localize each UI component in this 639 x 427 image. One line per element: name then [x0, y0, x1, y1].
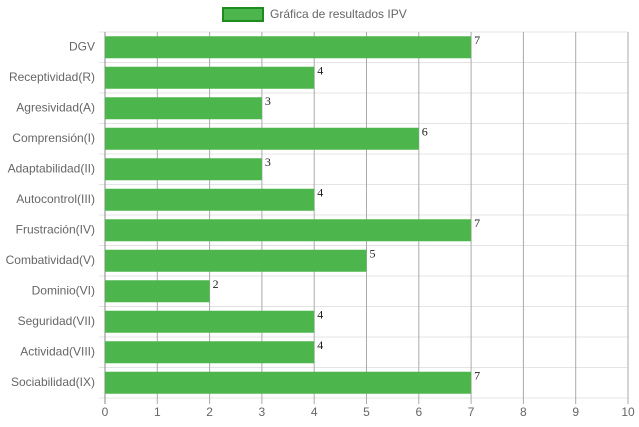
value-label: 2 [213, 277, 219, 291]
value-label: 6 [422, 125, 428, 139]
value-label: 4 [317, 186, 323, 200]
bar [105, 36, 472, 59]
y-tick-label: Agresividad(A) [16, 100, 95, 114]
value-label: 7 [474, 216, 480, 230]
value-label: 7 [474, 33, 480, 47]
bar [105, 66, 315, 89]
y-tick-label: Seguridad(VII) [18, 314, 95, 328]
bar [105, 97, 262, 120]
value-label: 3 [265, 94, 271, 108]
bar [105, 158, 262, 181]
x-tick-label: 7 [468, 405, 475, 419]
y-tick-label: Sociabilidad(IX) [11, 375, 95, 389]
y-tick-label: Adaptabilidad(II) [8, 161, 95, 175]
bar [105, 310, 315, 333]
x-tick-label: 4 [311, 405, 318, 419]
value-label: 4 [317, 64, 323, 78]
bar [105, 127, 419, 150]
value-label: 5 [370, 247, 376, 261]
y-tick-label: Combatividad(V) [6, 253, 95, 267]
legend-swatch [222, 7, 264, 22]
x-tick-label: 9 [572, 405, 579, 419]
value-label: 7 [474, 369, 480, 383]
x-tick-label: 8 [520, 405, 527, 419]
x-tick-label: 0 [102, 405, 109, 419]
y-tick-label: Frustración(IV) [16, 222, 95, 236]
y-tick-label: Dominio(VI) [32, 283, 95, 297]
value-label: 4 [317, 338, 323, 352]
bar [105, 371, 472, 394]
bar [105, 188, 315, 211]
x-tick-label: 3 [259, 405, 266, 419]
x-tick-label: 5 [363, 405, 370, 419]
value-label: 4 [317, 308, 323, 322]
y-tick-label: DGV [69, 39, 95, 53]
bar [105, 341, 315, 364]
bar [105, 219, 472, 242]
bar [105, 280, 210, 303]
value-label: 3 [265, 155, 271, 169]
x-tick-label: 1 [154, 405, 161, 419]
y-tick-label: Autocontrol(III) [16, 192, 95, 206]
x-tick-label: 10 [621, 405, 635, 419]
legend-label: Gráfica de resultados IPV [270, 7, 407, 21]
y-tick-label: Comprensión(I) [12, 131, 95, 145]
y-tick-label: Actividad(VIII) [20, 344, 95, 358]
bar [105, 249, 367, 272]
y-tick-label: Receptividad(R) [9, 70, 95, 84]
x-tick-label: 2 [206, 405, 213, 419]
x-tick-label: 6 [415, 405, 422, 419]
